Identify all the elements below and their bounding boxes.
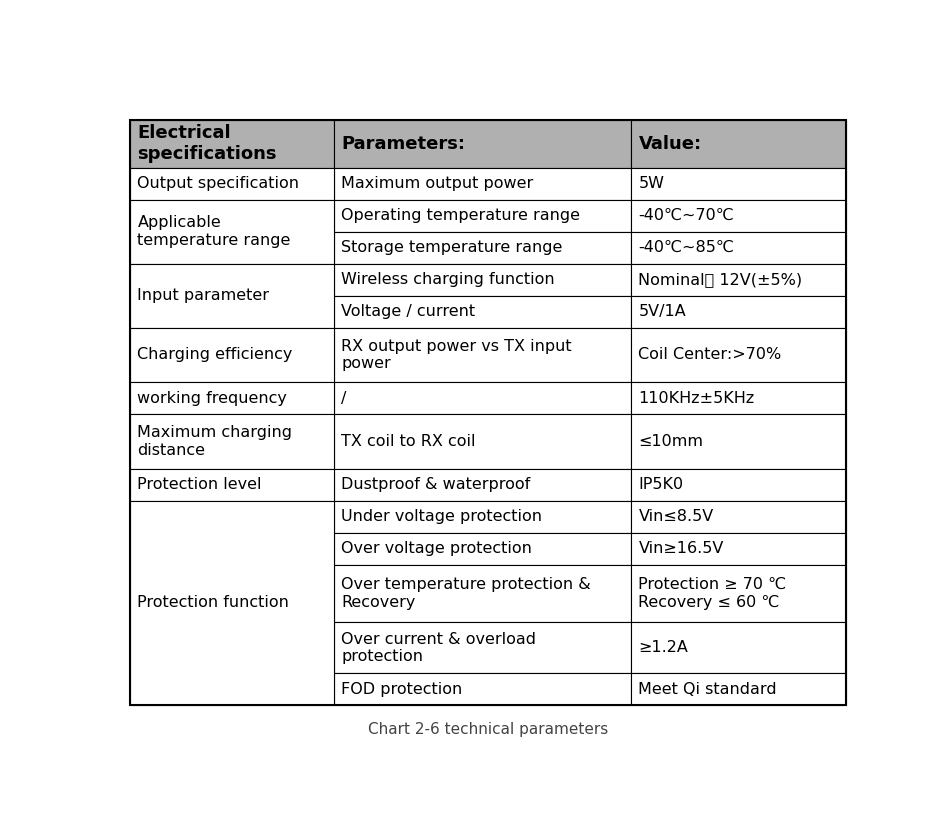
Bar: [631, 200, 845, 232]
Bar: [334, 263, 631, 296]
Text: Maximum output power: Maximum output power: [342, 176, 534, 191]
Text: Protection function: Protection function: [137, 595, 289, 610]
Bar: [631, 674, 845, 706]
Bar: [631, 328, 845, 382]
Bar: [631, 533, 845, 564]
Text: -40℃~85℃: -40℃~85℃: [639, 240, 734, 255]
Bar: [631, 120, 845, 168]
Text: 5W: 5W: [639, 176, 664, 191]
Text: Output specification: Output specification: [137, 176, 300, 191]
Text: IP5K0: IP5K0: [639, 477, 684, 492]
Text: -40℃~70℃: -40℃~70℃: [639, 208, 734, 223]
Text: RX output power vs TX input
power: RX output power vs TX input power: [342, 339, 572, 371]
Bar: [334, 414, 631, 468]
Bar: [130, 168, 334, 200]
Text: Wireless charging function: Wireless charging function: [342, 273, 555, 288]
Text: Charging efficiency: Charging efficiency: [137, 348, 293, 362]
Text: ≤10mm: ≤10mm: [639, 434, 704, 449]
Text: Chart 2-6 technical parameters: Chart 2-6 technical parameters: [367, 721, 608, 737]
Bar: [334, 120, 631, 168]
Text: ≥1.2A: ≥1.2A: [639, 640, 688, 655]
Text: Vin≤8.5V: Vin≤8.5V: [639, 509, 714, 524]
Bar: [334, 232, 631, 263]
Bar: [130, 501, 334, 706]
Bar: [334, 533, 631, 564]
Bar: [334, 382, 631, 414]
Text: FOD protection: FOD protection: [342, 682, 463, 697]
Bar: [631, 622, 845, 674]
Text: Under voltage protection: Under voltage protection: [342, 509, 543, 524]
Bar: [631, 382, 845, 414]
Text: Meet Qi standard: Meet Qi standard: [639, 682, 777, 697]
Text: /: /: [342, 390, 347, 405]
Bar: [631, 414, 845, 468]
Bar: [334, 200, 631, 232]
Bar: [631, 296, 845, 328]
Text: Protection level: Protection level: [137, 477, 262, 492]
Text: TX coil to RX coil: TX coil to RX coil: [342, 434, 476, 449]
Text: Input parameter: Input parameter: [137, 288, 269, 303]
Bar: [130, 414, 334, 468]
Bar: [631, 168, 845, 200]
Bar: [334, 564, 631, 622]
Text: working frequency: working frequency: [137, 390, 288, 405]
Bar: [334, 674, 631, 706]
Bar: [631, 468, 845, 501]
Bar: [631, 501, 845, 533]
Bar: [130, 328, 334, 382]
Bar: [130, 468, 334, 501]
Bar: [631, 232, 845, 263]
Bar: [334, 468, 631, 501]
Bar: [334, 168, 631, 200]
Bar: [130, 263, 334, 328]
Text: Over current & overload
protection: Over current & overload protection: [342, 632, 536, 664]
Text: 110KHz±5KHz: 110KHz±5KHz: [639, 390, 755, 405]
Text: Over voltage protection: Over voltage protection: [342, 541, 532, 556]
Bar: [334, 622, 631, 674]
Text: Voltage / current: Voltage / current: [342, 304, 476, 319]
Text: Over temperature protection &
Recovery: Over temperature protection & Recovery: [342, 577, 591, 609]
Bar: [130, 382, 334, 414]
Bar: [631, 263, 845, 296]
Text: Storage temperature range: Storage temperature range: [342, 240, 563, 255]
Bar: [334, 296, 631, 328]
Text: Operating temperature range: Operating temperature range: [342, 208, 581, 223]
Text: Vin≥16.5V: Vin≥16.5V: [639, 541, 724, 556]
Text: Coil Center:>70%: Coil Center:>70%: [639, 348, 782, 362]
Text: Maximum charging
distance: Maximum charging distance: [137, 426, 292, 457]
Text: Electrical
specifications: Electrical specifications: [137, 125, 277, 163]
Text: Parameters:: Parameters:: [342, 135, 466, 153]
Bar: [334, 501, 631, 533]
Bar: [130, 200, 334, 263]
Text: Nominal： 12V(±5%): Nominal： 12V(±5%): [639, 273, 803, 288]
Text: 5V/1A: 5V/1A: [639, 304, 686, 319]
Bar: [130, 120, 334, 168]
Text: Protection ≥ 70 ℃
Recovery ≤ 60 ℃: Protection ≥ 70 ℃ Recovery ≤ 60 ℃: [639, 577, 786, 609]
Text: Applicable
temperature range: Applicable temperature range: [137, 216, 290, 247]
Text: Dustproof & waterproof: Dustproof & waterproof: [342, 477, 530, 492]
Text: Value:: Value:: [639, 135, 702, 153]
Bar: [631, 564, 845, 622]
Bar: [334, 328, 631, 382]
